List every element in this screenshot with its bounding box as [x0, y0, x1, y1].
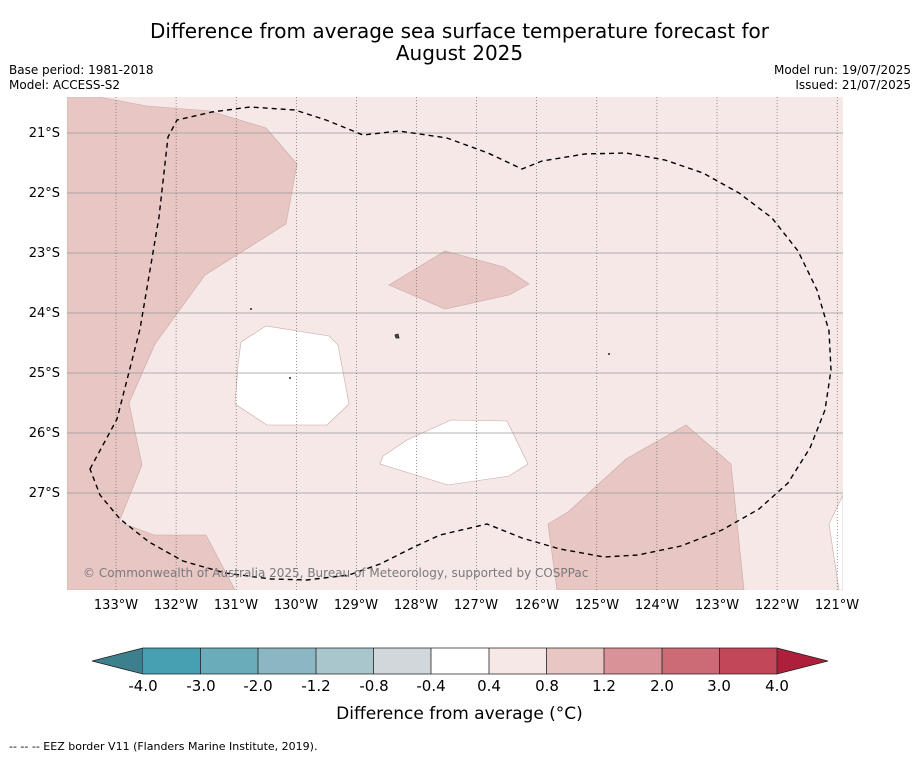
colorbar-segment [546, 648, 604, 674]
colorbar-tick: 4.0 [765, 677, 789, 695]
issued-text: Issued: 21/07/2025 [795, 78, 911, 92]
colorbar-segment [143, 648, 201, 674]
colorbar-segment [258, 648, 316, 674]
colorbar-tick: -2.0 [243, 677, 273, 695]
lat-label: 27°S [28, 486, 60, 501]
colorbar-segment [604, 648, 662, 674]
lon-label: 124°W [634, 598, 680, 613]
lon-label: 128°W [393, 598, 439, 613]
colorbar-segment [719, 648, 777, 674]
colorbar-tick: -0.4 [416, 677, 446, 695]
lon-label: 132°W [153, 598, 199, 613]
colorbar-segment [431, 648, 489, 674]
lon-label: 131°W [213, 598, 259, 613]
lon-label: 125°W [574, 598, 620, 613]
anomaly-region-west [67, 97, 298, 590]
colorbar [91, 647, 829, 675]
lat-label: 23°S [28, 246, 60, 261]
lon-label: 121°W [814, 598, 860, 613]
lon-label: 133°W [93, 598, 139, 613]
colorbar-tick: 3.0 [707, 677, 731, 695]
colorbar-title: Difference from average (°C) [336, 704, 583, 724]
colorbar-segment [662, 648, 720, 674]
model-run-text: Model run: 19/07/2025 [773, 63, 911, 77]
anomaly-region-center [388, 250, 530, 310]
colorbar-tick: 2.0 [650, 677, 674, 695]
lon-label: 129°W [333, 598, 379, 613]
lat-label: 24°S [28, 306, 60, 321]
colorbar-segment [316, 648, 374, 674]
colorbar-tick: -3.0 [186, 677, 216, 695]
colorbar-tick: 0.4 [477, 677, 501, 695]
colorbar-tick: -4.0 [128, 677, 158, 695]
colorbar-tick: -1.2 [301, 677, 331, 695]
lon-label: 123°W [694, 598, 740, 613]
island-mark [250, 308, 252, 310]
lat-label: 25°S [28, 366, 60, 381]
lat-label: 26°S [28, 426, 60, 441]
eez-footnote: -- -- -- EEZ border V11 (Flanders Marine… [9, 740, 318, 753]
longitude-gridlines [115, 97, 838, 590]
lat-label: 21°S [28, 126, 60, 141]
colorbar-tick: 0.8 [535, 677, 559, 695]
map-title-line2: August 2025 [395, 41, 524, 65]
colorbar-segment [489, 648, 547, 674]
island-mark [608, 353, 610, 355]
lat-label: 22°S [28, 186, 60, 201]
neutral-region-west [234, 325, 350, 426]
colorbar-extend-high [776, 647, 829, 675]
anomaly-region-southeast [547, 424, 745, 590]
latitude-gridlines [67, 132, 843, 494]
sst-anomaly-map: © Commonwealth of Australia 2025, Bureau… [67, 97, 843, 590]
lon-label: 122°W [754, 598, 800, 613]
base-period-text: Base period: 1981-2018 [9, 63, 154, 77]
eez-border-dashed [89, 106, 832, 581]
colorbar-dividers [143, 647, 777, 675]
lon-label: 130°W [273, 598, 319, 613]
colorbar-segment [373, 648, 431, 674]
lon-label: 127°W [453, 598, 499, 613]
island-mark [394, 333, 400, 339]
model-text: Model: ACCESS-S2 [9, 78, 121, 92]
lon-label: 126°W [514, 598, 560, 613]
island-mark [289, 377, 291, 379]
colorbar-tick: -0.8 [359, 677, 389, 695]
colorbar-extend-low [91, 647, 144, 675]
neutral-region-east-edge [828, 494, 843, 590]
colorbar-tick: 1.2 [592, 677, 616, 695]
map-title-line1: Difference from average sea surface temp… [149, 19, 769, 43]
colorbar-segment [200, 648, 258, 674]
copyright-text: © Commonwealth of Australia 2025, Bureau… [83, 566, 588, 580]
